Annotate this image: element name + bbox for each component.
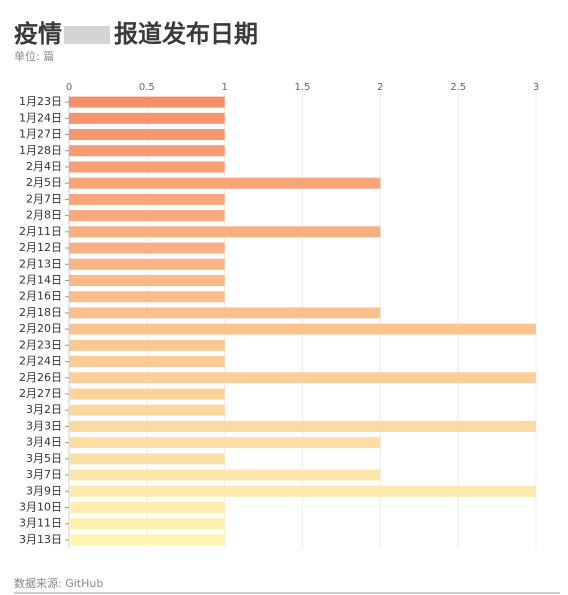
y-tick-label: 2月5日 bbox=[26, 176, 62, 189]
x-tick-label: 1 bbox=[221, 82, 227, 93]
bar bbox=[69, 518, 225, 530]
y-tick-label: 3月2日 bbox=[26, 403, 62, 416]
y-tick-label: 2月14日 bbox=[19, 273, 62, 286]
y-tick-label: 2月23日 bbox=[19, 338, 62, 351]
y-tick-label: 3月11日 bbox=[19, 517, 62, 530]
x-tick-label: 2.5 bbox=[450, 82, 466, 93]
y-tick-label: 2月20日 bbox=[19, 322, 62, 335]
bar bbox=[69, 388, 225, 400]
x-tick-label: 2 bbox=[377, 82, 383, 93]
y-tick-label: 3月4日 bbox=[26, 436, 62, 449]
x-tick-label: 1.5 bbox=[295, 82, 311, 93]
y-tick-label: 1月23日 bbox=[19, 95, 62, 108]
bar bbox=[69, 307, 381, 319]
bar bbox=[69, 112, 225, 124]
bar bbox=[69, 226, 381, 238]
y-tick-label: 1月28日 bbox=[19, 144, 62, 157]
y-tick-label: 2月18日 bbox=[19, 306, 62, 319]
bar bbox=[69, 161, 225, 173]
bar bbox=[69, 274, 225, 286]
x-tick-label: 0.5 bbox=[139, 82, 155, 93]
source-label: 数据来源: GitHub bbox=[14, 576, 103, 590]
bar bbox=[69, 404, 225, 416]
y-tick-label: 3月7日 bbox=[26, 468, 62, 481]
y-tick-label: 2月8日 bbox=[26, 209, 62, 222]
bar bbox=[69, 339, 225, 351]
bar bbox=[69, 420, 536, 432]
y-tick-label: 2月7日 bbox=[26, 192, 62, 205]
chart-title-start: 疫情 bbox=[14, 20, 62, 48]
bar bbox=[69, 372, 536, 384]
bar bbox=[69, 356, 225, 368]
y-tick-label: 3月13日 bbox=[19, 533, 62, 546]
y-tick-label: 2月24日 bbox=[19, 355, 62, 368]
bar bbox=[69, 258, 225, 270]
y-tick-label: 2月27日 bbox=[19, 387, 62, 400]
y-tick-label: 3月9日 bbox=[26, 484, 62, 497]
y-tick-label: 2月16日 bbox=[19, 290, 62, 303]
bar bbox=[69, 177, 381, 189]
y-tick-label: 2月26日 bbox=[19, 371, 62, 384]
bar bbox=[69, 485, 536, 497]
unit-label: 单位: 篇 bbox=[14, 49, 54, 63]
bar bbox=[69, 453, 225, 465]
y-tick-label: 2月12日 bbox=[19, 241, 62, 254]
bar bbox=[69, 145, 225, 157]
bar bbox=[69, 210, 225, 222]
bar bbox=[69, 291, 225, 303]
y-tick-label: 2月4日 bbox=[26, 160, 62, 173]
bar bbox=[69, 501, 225, 513]
bar bbox=[69, 129, 225, 141]
y-tick-label: 3月5日 bbox=[26, 452, 62, 465]
y-tick-label: 2月11日 bbox=[19, 225, 62, 238]
y-tick-label: 3月10日 bbox=[19, 500, 62, 513]
y-tick-label: 2月13日 bbox=[19, 257, 62, 270]
x-tick-label: 0 bbox=[66, 82, 72, 93]
bar bbox=[69, 437, 381, 449]
chart-title-end: 报道发布日期 bbox=[114, 20, 258, 48]
y-tick-label: 1月27日 bbox=[19, 128, 62, 141]
bar bbox=[69, 242, 225, 254]
bar bbox=[69, 193, 225, 205]
bar bbox=[69, 469, 381, 481]
bar bbox=[69, 96, 225, 108]
bar bbox=[69, 534, 225, 546]
blurred-text bbox=[64, 26, 110, 44]
y-tick-label: 1月24日 bbox=[19, 111, 62, 124]
x-tick-label: 3 bbox=[533, 82, 539, 93]
y-tick-label: 3月3日 bbox=[26, 419, 62, 432]
bar bbox=[69, 323, 536, 335]
